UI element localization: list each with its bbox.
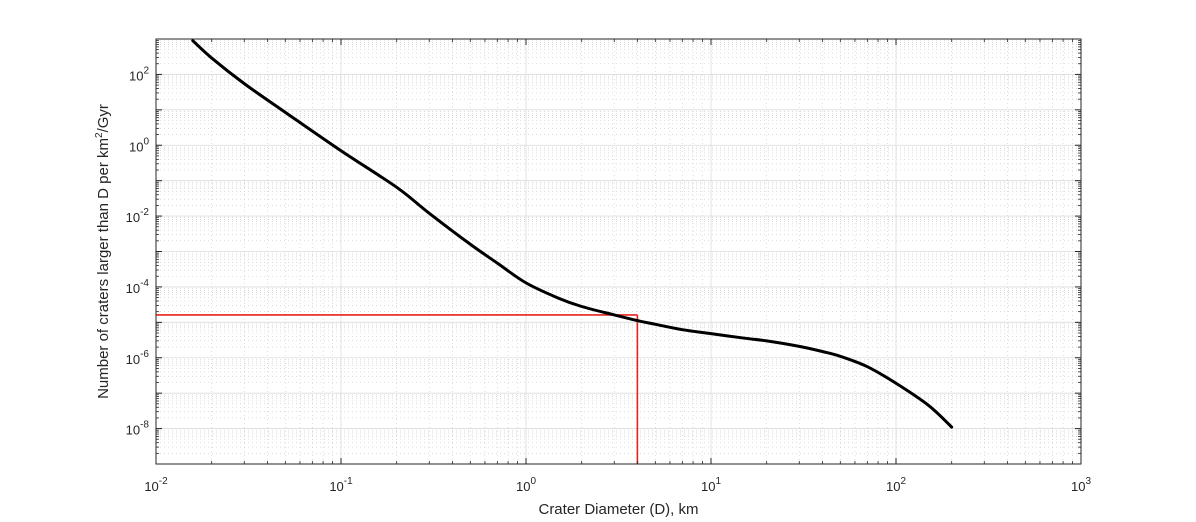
x-tick-base: 10 <box>1071 479 1085 494</box>
y-tick-label: 100 <box>129 136 149 154</box>
x-tick-base: 10 <box>701 479 715 494</box>
x-tick-base: 10 <box>886 479 900 494</box>
y-tick-base: 10 <box>126 210 140 225</box>
y-tick-base: 10 <box>126 352 140 367</box>
y-axis-label: Number of craters larger than D per km2/… <box>94 104 112 399</box>
y-tick-label: 10-4 <box>126 278 150 296</box>
x-tick-label: 101 <box>701 476 721 494</box>
x-tick-base: 10 <box>516 479 530 494</box>
x-tick-exponent: 3 <box>1085 476 1091 487</box>
y-tick-base: 10 <box>126 281 140 296</box>
y-tick-base: 10 <box>129 68 143 83</box>
y-tick-base: 10 <box>126 423 140 438</box>
x-tick-exponent: -1 <box>344 476 353 487</box>
y-axis-label-main: Number of craters larger than D per km <box>95 138 112 399</box>
x-tick-exponent: 1 <box>715 476 721 487</box>
y-tick-exponent: -6 <box>140 349 149 360</box>
x-axis-label: Crater Diameter (D), km <box>538 501 698 518</box>
y-tick-exponent: -8 <box>140 420 149 431</box>
x-tick-exponent: -2 <box>159 476 168 487</box>
x-tick-label: 10-2 <box>144 476 168 494</box>
y-axis-label-sup: 2 <box>94 132 105 138</box>
x-tick-labels: 10-2 10-1 100 101 102 103 <box>144 476 1091 494</box>
y-tick-exponent: -4 <box>140 278 149 289</box>
crater-frequency-curve <box>191 39 954 429</box>
x-tick-base: 10 <box>329 479 343 494</box>
x-tick-base: 10 <box>144 479 158 494</box>
y-tick-exponent: 0 <box>143 136 149 147</box>
axis-ticks <box>155 38 1082 465</box>
y-tick-label: 102 <box>129 65 149 83</box>
y-tick-label: 10-6 <box>126 349 150 367</box>
x-tick-label: 100 <box>516 476 536 494</box>
y-tick-label: 10-8 <box>126 420 150 438</box>
series-layer <box>191 39 954 429</box>
y-tick-label: 10-2 <box>126 207 150 225</box>
x-tick-exponent: 2 <box>900 476 906 487</box>
y-tick-exponent: 2 <box>143 65 149 76</box>
x-tick-label: 103 <box>1071 476 1091 494</box>
x-tick-exponent: 0 <box>530 476 536 487</box>
x-tick-label: 102 <box>886 476 906 494</box>
y-tick-base: 10 <box>129 139 143 154</box>
y-tick-exponent: -2 <box>140 207 149 218</box>
y-axis-label-suffix: /Gyr <box>95 104 112 132</box>
reference-lines <box>156 314 639 464</box>
x-tick-label: 10-1 <box>329 476 353 494</box>
